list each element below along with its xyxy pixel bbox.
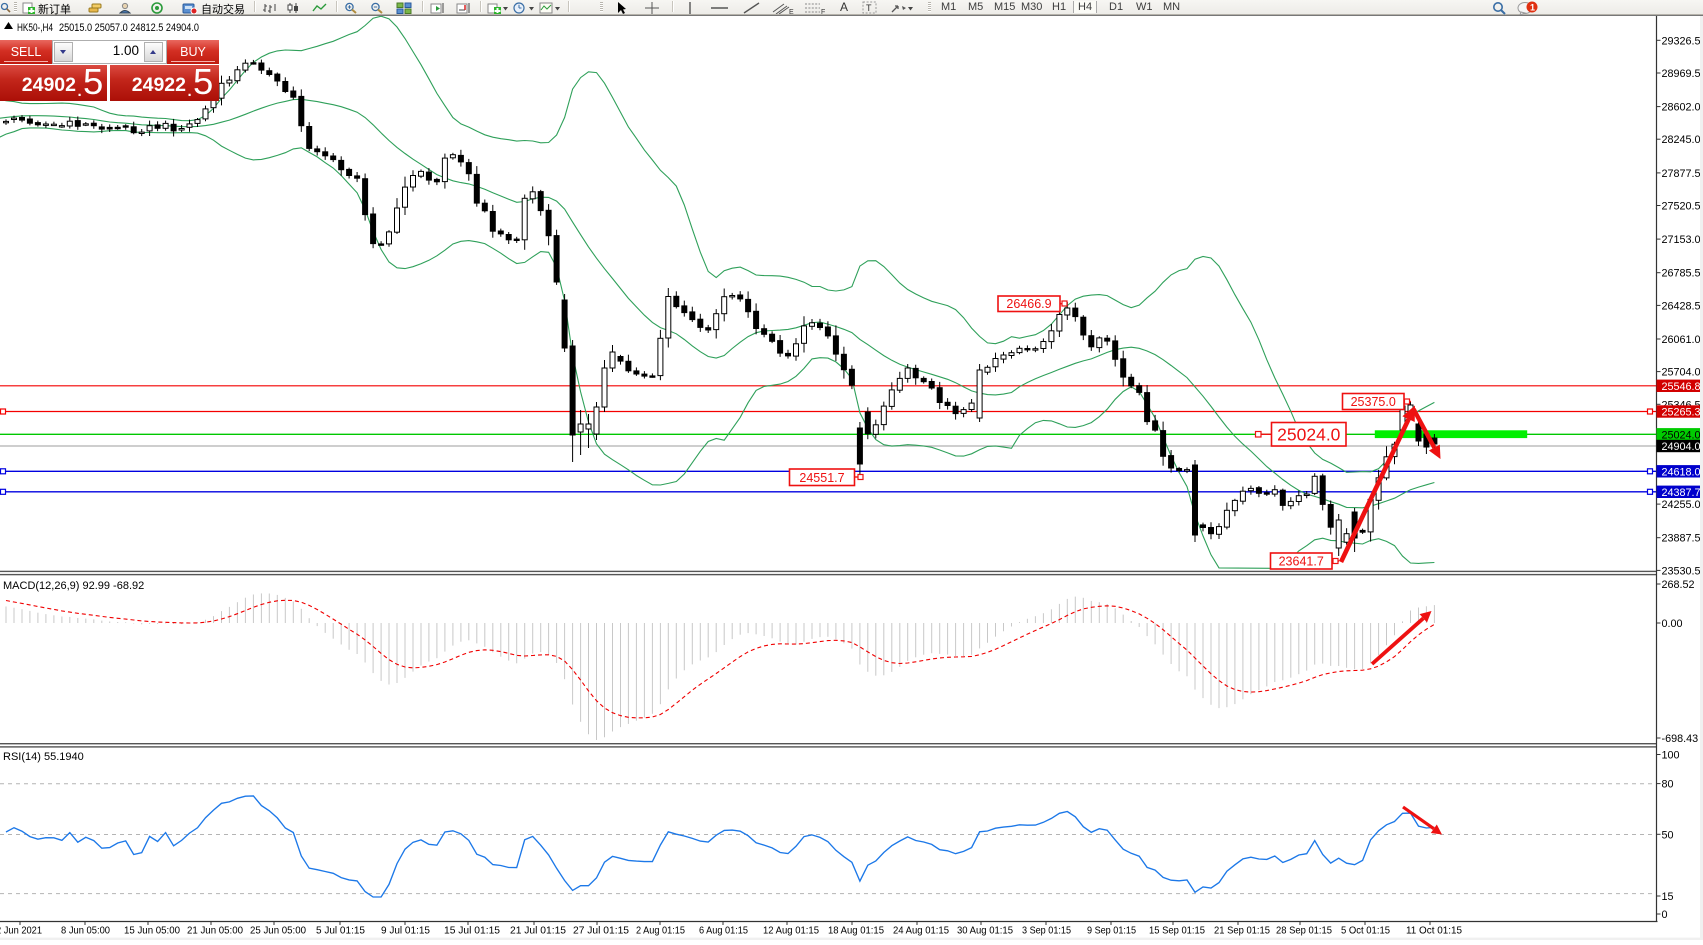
svg-text:15: 15: [1662, 891, 1674, 903]
svg-text:23887.5: 23887.5: [1662, 533, 1701, 545]
svg-text:1: 1: [1530, 3, 1535, 13]
svg-text:50: 50: [1662, 829, 1674, 841]
svg-text:24551.7: 24551.7: [799, 471, 844, 485]
svg-text:268.52: 268.52: [1662, 579, 1695, 591]
svg-text:2 Aug 01:15: 2 Aug 01:15: [636, 925, 685, 937]
svg-text:-698.43: -698.43: [1662, 733, 1699, 745]
svg-text:5 Jul 01:15: 5 Jul 01:15: [316, 925, 365, 937]
svg-text:26428.5: 26428.5: [1662, 300, 1701, 312]
svg-text:80: 80: [1662, 779, 1674, 791]
svg-text:26466.9: 26466.9: [1006, 297, 1051, 311]
svg-text:23641.7: 23641.7: [1279, 555, 1324, 569]
svg-text:28 Sep 01:15: 28 Sep 01:15: [1276, 925, 1332, 937]
svg-text:21 Jul 01:15: 21 Jul 01:15: [510, 925, 566, 937]
svg-text:0.00: 0.00: [1662, 618, 1683, 630]
svg-text:RSI(14) 55.1940: RSI(14) 55.1940: [3, 751, 84, 763]
svg-text:3 Sep 01:15: 3 Sep 01:15: [1022, 925, 1071, 937]
svg-text:25546.8: 25546.8: [1662, 381, 1701, 393]
svg-text:25024.0: 25024.0: [1277, 425, 1341, 445]
svg-text:2 Jun 2021: 2 Jun 2021: [0, 925, 42, 937]
svg-text:E: E: [789, 9, 794, 14]
svg-text:15 Sep 01:15: 15 Sep 01:15: [1149, 925, 1205, 937]
svg-text:12 Aug 01:15: 12 Aug 01:15: [763, 925, 819, 937]
svg-text:T: T: [866, 3, 872, 13]
svg-text:26061.0: 26061.0: [1662, 334, 1701, 346]
svg-text:24618.0: 24618.0: [1662, 466, 1701, 478]
svg-text:24 Aug 01:15: 24 Aug 01:15: [893, 925, 949, 937]
svg-text:MACD(12,26,9) 92.99 -68.92: MACD(12,26,9) 92.99 -68.92: [3, 580, 144, 592]
svg-text:6 Aug 01:15: 6 Aug 01:15: [699, 925, 748, 937]
svg-text:26785.5: 26785.5: [1662, 268, 1701, 280]
svg-text:8 Jun 05:00: 8 Jun 05:00: [61, 925, 110, 937]
svg-text:25015.0 25057.0 24812.5 24904.: 25015.0 25057.0 24812.5 24904.0: [59, 22, 199, 34]
svg-text:F: F: [821, 9, 825, 14]
svg-text:24255.0: 24255.0: [1662, 499, 1701, 511]
svg-text:28602.0: 28602.0: [1662, 102, 1701, 114]
svg-text:25704.0: 25704.0: [1662, 367, 1701, 379]
svg-text:27153.0: 27153.0: [1662, 234, 1701, 246]
svg-text:29326.5: 29326.5: [1662, 35, 1701, 47]
svg-text:27520.5: 27520.5: [1662, 201, 1701, 213]
svg-text:27877.5: 27877.5: [1662, 168, 1701, 180]
svg-text:28245.0: 28245.0: [1662, 134, 1701, 146]
svg-text:21 Sep 01:15: 21 Sep 01:15: [1214, 925, 1270, 937]
svg-text:28969.5: 28969.5: [1662, 68, 1701, 80]
svg-text:25265.3: 25265.3: [1662, 407, 1701, 419]
svg-text:18 Aug 01:15: 18 Aug 01:15: [828, 925, 884, 937]
svg-text:24387.7: 24387.7: [1662, 487, 1701, 499]
svg-text:25375.0: 25375.0: [1351, 395, 1396, 409]
svg-text:30 Aug 01:15: 30 Aug 01:15: [957, 925, 1013, 937]
svg-text:11 Oct 01:15: 11 Oct 01:15: [1406, 925, 1462, 937]
svg-text:27 Jul 01:15: 27 Jul 01:15: [573, 925, 629, 937]
svg-text:5 Oct 01:15: 5 Oct 01:15: [1341, 925, 1390, 937]
svg-text:9 Jul 01:15: 9 Jul 01:15: [381, 925, 430, 937]
svg-text:9 Sep 01:15: 9 Sep 01:15: [1087, 925, 1136, 937]
svg-text:23530.5: 23530.5: [1662, 565, 1701, 577]
svg-text:25 Jun 05:00: 25 Jun 05:00: [250, 925, 306, 937]
svg-text:HK50-,H4: HK50-,H4: [17, 22, 53, 34]
svg-text:15 Jul 01:15: 15 Jul 01:15: [444, 925, 500, 937]
svg-text:25024.0: 25024.0: [1662, 429, 1701, 441]
svg-text:100: 100: [1662, 750, 1680, 762]
svg-text:24904.0: 24904.0: [1662, 441, 1701, 453]
svg-text:0: 0: [1662, 909, 1668, 921]
svg-text:21 Jun 05:00: 21 Jun 05:00: [187, 925, 243, 937]
svg-text:15 Jun 05:00: 15 Jun 05:00: [124, 925, 180, 937]
